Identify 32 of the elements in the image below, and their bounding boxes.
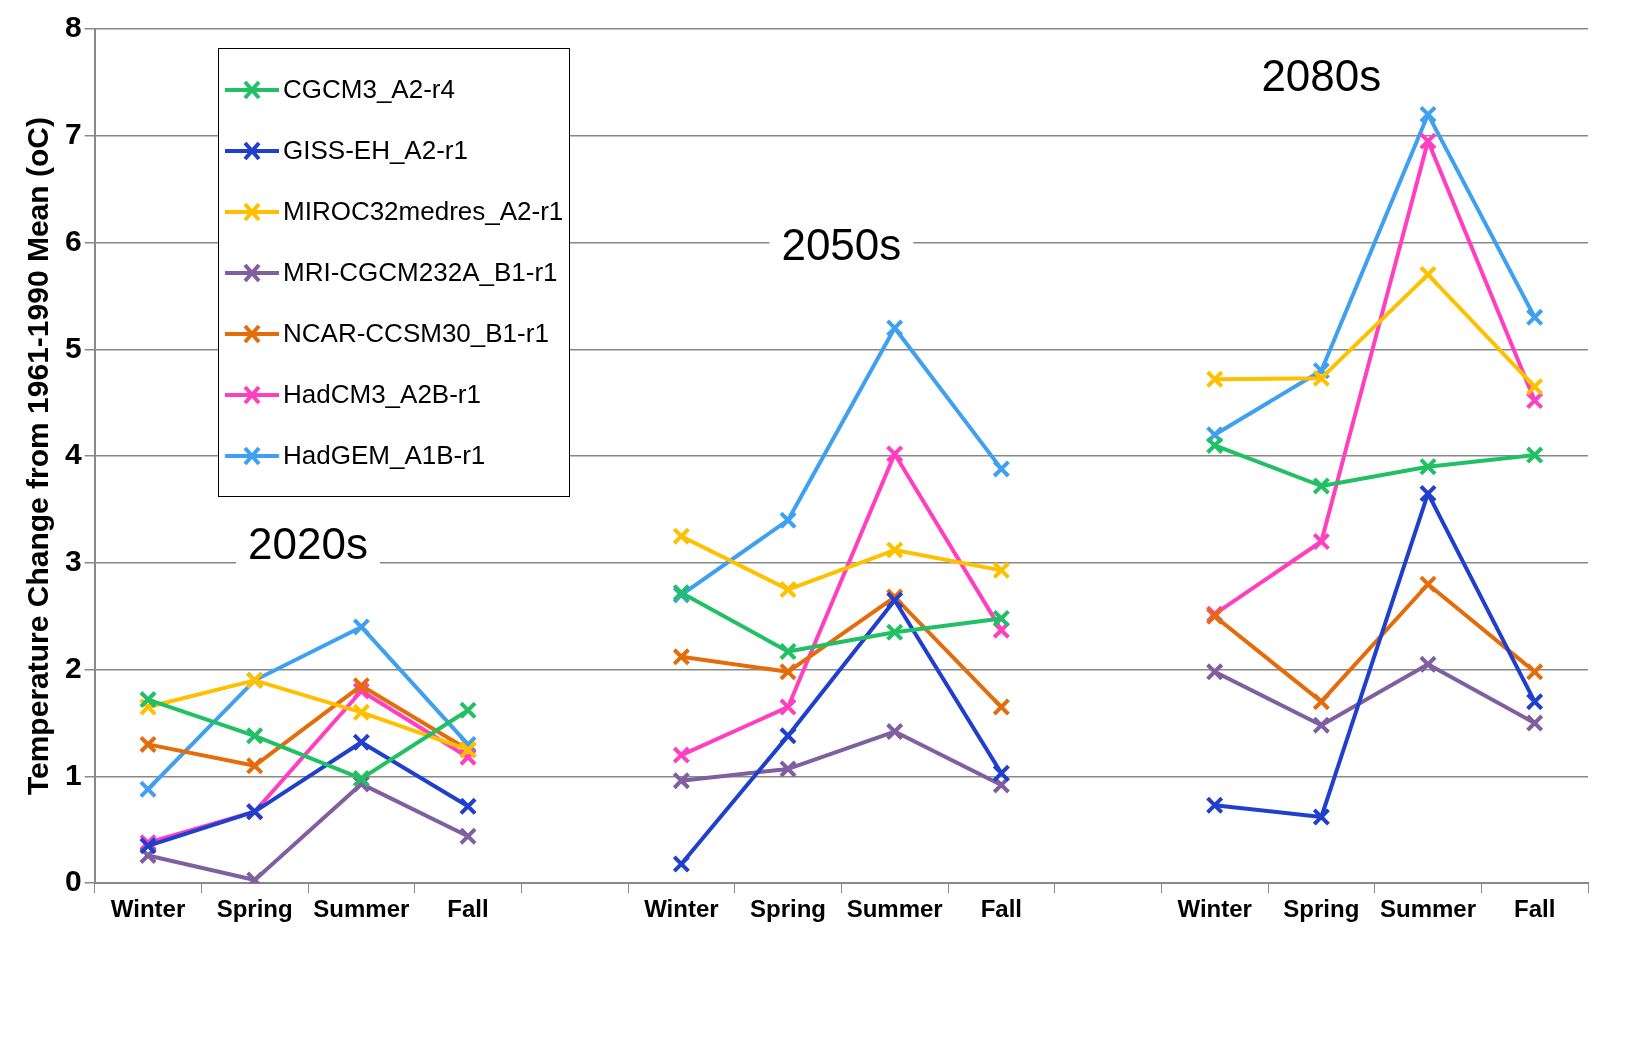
x-tick-label: Summer: [313, 895, 410, 923]
legend-label: HadCM3_A2B-r1: [283, 379, 481, 410]
y-tick-label: 7: [65, 117, 82, 151]
legend-label: HadGEM_A1B-r1: [283, 440, 486, 471]
x-tick-label: Spring: [1283, 895, 1360, 923]
legend-label: MIROC32medres_A2-r1: [283, 196, 564, 227]
x-tick-label: Summer: [1379, 895, 1477, 923]
legend-label: MRI-CGCM232A_B1-r1: [283, 257, 558, 288]
legend-label: NCAR-CCSM30_B1-r1: [283, 318, 549, 349]
y-tick-label: 0: [65, 864, 82, 898]
y-tick-label: 3: [65, 544, 82, 578]
legend-label: CGCM3_A2-r4: [283, 74, 455, 105]
y-tick-label: 4: [65, 437, 82, 471]
y-tick-label: 5: [65, 330, 82, 364]
y-tick-label: 6: [65, 223, 82, 257]
x-tick-label: Winter: [644, 895, 719, 923]
annotation: 2050s: [781, 220, 902, 270]
annotation: 2020s: [248, 519, 368, 569]
x-tick-label: Spring: [750, 895, 827, 923]
x-tick-label: Fall: [447, 895, 489, 923]
y-tick-label: 2: [65, 650, 82, 684]
y-axis-title: Temperature Change from 1961-1990 Mean (oC): [21, 117, 55, 796]
x-tick-label: Winter: [1177, 895, 1252, 923]
x-tick-label: Summer: [846, 895, 943, 923]
x-tick-label: Spring: [216, 895, 293, 923]
y-tick-label: 1: [65, 757, 82, 791]
x-tick-label: Fall: [1514, 895, 1556, 923]
x-tick-label: Winter: [110, 895, 186, 923]
legend-label: GISS-EH_A2-r1: [283, 135, 468, 166]
x-tick-label: Fall: [980, 895, 1023, 923]
annotation: 2080s: [1261, 51, 1382, 101]
y-tick-label: 8: [65, 10, 82, 44]
